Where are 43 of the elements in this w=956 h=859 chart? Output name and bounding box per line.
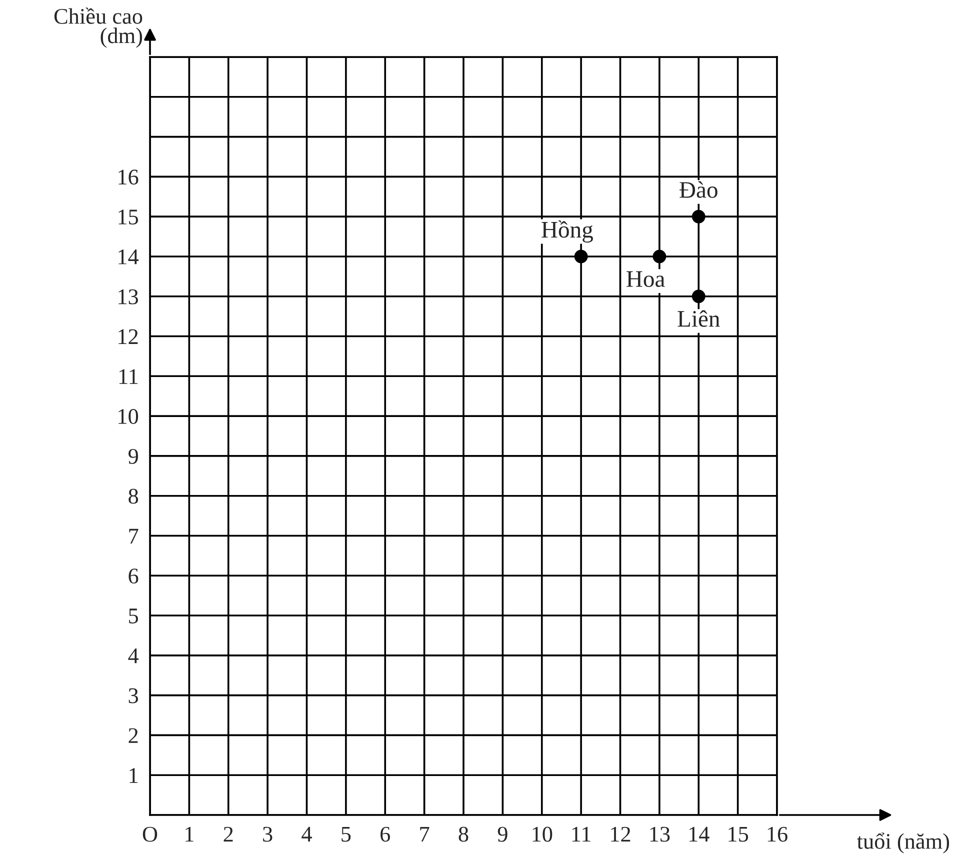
x-tick-label: 5 xyxy=(342,826,351,842)
point xyxy=(574,250,588,264)
x-tick-label: 9 xyxy=(498,826,508,842)
annotation: Hồng xyxy=(542,220,593,243)
x-tick-label: 4 xyxy=(302,826,312,842)
y-tick-label: 6 xyxy=(128,568,138,584)
annotation: Liên xyxy=(678,310,720,327)
point xyxy=(692,290,706,304)
x-tick-label: 10 xyxy=(532,826,552,842)
y-tick-label: 15 xyxy=(118,210,138,225)
x-tick-label: 8 xyxy=(458,826,468,842)
y-tick-label: 8 xyxy=(128,488,138,504)
y-tick-label: 9 xyxy=(128,448,138,464)
y-tick-label: 7 xyxy=(129,528,138,544)
x-tick-label: 3 xyxy=(263,826,272,842)
x-tick-label: 13 xyxy=(650,826,670,842)
y-tick-label: 4 xyxy=(128,648,139,664)
y-tick-label: 11 xyxy=(119,369,138,384)
y-tick-label: 1 xyxy=(130,768,138,783)
y-tick-label: 13 xyxy=(118,289,138,304)
point xyxy=(692,210,706,224)
x-tick-label: 7 xyxy=(420,826,430,842)
x-axis-title: tuổi (năm) xyxy=(857,832,950,854)
y-tick-label: 5 xyxy=(129,608,138,624)
x-tick-label: 14 xyxy=(689,826,710,842)
y-tick-label: 14 xyxy=(118,250,139,264)
x-tick-label: O xyxy=(142,826,158,842)
y-tick-label: 10 xyxy=(118,408,138,424)
x-tick-label: 6 xyxy=(380,826,390,842)
annotation: Đào xyxy=(680,181,718,198)
x-tick-label: 1 xyxy=(186,826,194,842)
y-tick-label: 2 xyxy=(128,728,138,743)
y-tick-label: 16 xyxy=(118,170,138,185)
point xyxy=(652,250,666,264)
x-tick-label: 15 xyxy=(728,826,748,842)
x-tick-label: 12 xyxy=(611,826,630,842)
y-tick-label: 12 xyxy=(118,329,138,344)
y-tick-label: 3 xyxy=(128,688,138,704)
annotation: Hoa xyxy=(626,271,665,287)
x-tick-label: 11 xyxy=(572,826,590,842)
y-axis-title: Chiều cao (dm) xyxy=(54,8,142,48)
x-tick-label: 16 xyxy=(768,826,788,842)
x-tick-label: 2 xyxy=(224,826,233,842)
